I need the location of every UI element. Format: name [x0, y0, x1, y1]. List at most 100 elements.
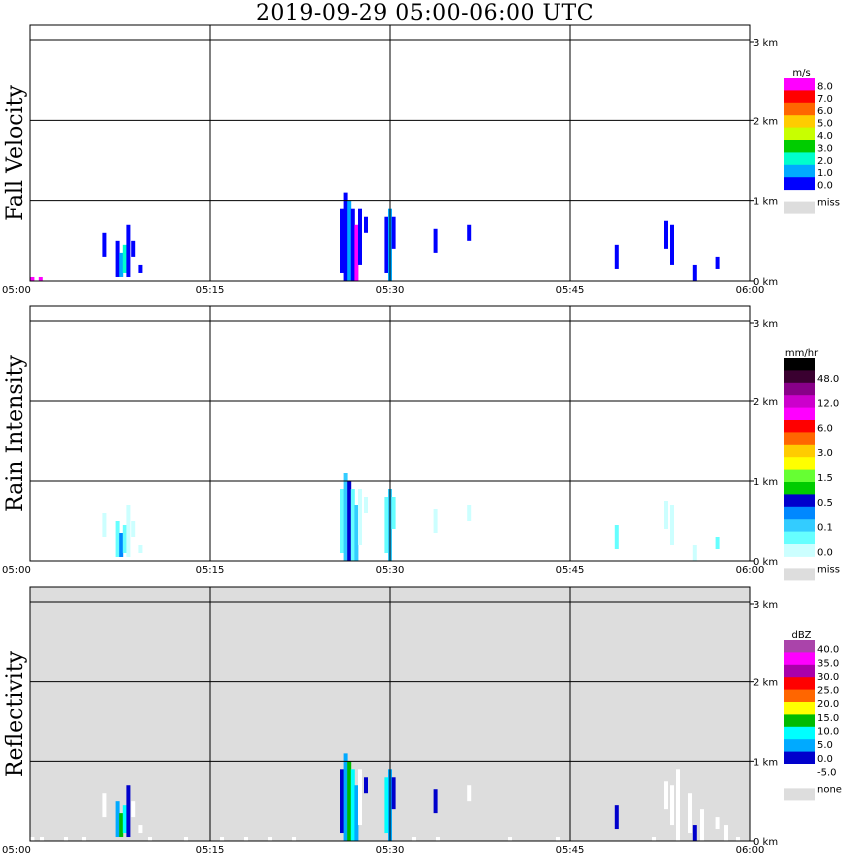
legend-label: 6.0: [817, 423, 833, 434]
echo-mark: [268, 837, 272, 841]
echo-mark: [692, 545, 697, 561]
echo-mark: [433, 228, 438, 253]
panel-ylabel: Rain Intensity: [3, 354, 28, 511]
legend-swatch: [784, 382, 815, 396]
legend-swatch: [784, 407, 815, 421]
echo-mark: [412, 837, 416, 841]
y-tick-label: 0 km: [753, 557, 778, 568]
legend-swatch: [784, 506, 815, 520]
echo-mark: [82, 837, 86, 841]
echo-mark: [122, 244, 127, 273]
plot-frame: [29, 586, 751, 842]
echo-mark: [358, 489, 362, 545]
echo-mark: [384, 216, 389, 273]
echo-mark: [126, 224, 131, 277]
y-tick-label: 0 km: [753, 277, 778, 288]
echo-mark: [115, 240, 120, 277]
echo-mark: [138, 264, 143, 273]
echo-mark: [467, 224, 472, 241]
echo-mark: [138, 545, 143, 553]
legend-swatch: [784, 115, 815, 129]
echo-mark: [64, 837, 68, 841]
echo-mark: [220, 837, 224, 841]
plot-frame: [29, 305, 751, 562]
echo-mark: [664, 220, 668, 249]
echo-mark: [119, 533, 124, 557]
echo-mark: [384, 777, 389, 834]
echo-mark: [350, 769, 355, 841]
echo-mark: [126, 505, 131, 557]
x-tick-label: 05:45: [556, 565, 585, 576]
echo-mark: [354, 505, 359, 561]
echo-mark: [40, 837, 44, 841]
legend-swatch: [784, 78, 815, 91]
legend-swatch: [784, 102, 815, 116]
legend-swatch: [784, 482, 815, 495]
x-tick-label: 06:00: [736, 285, 765, 296]
echo-mark: [350, 208, 355, 281]
plot-frame: [29, 24, 751, 282]
echo-mark: [347, 200, 352, 281]
legend-label: 3.0: [817, 448, 833, 459]
x-tick-label: 05:30: [376, 285, 405, 296]
legend-label: 0.0: [817, 181, 833, 192]
legend-swatch: [784, 702, 815, 715]
echo-mark: [122, 805, 127, 834]
y-tick-label: 2 km: [753, 397, 778, 408]
legend-miss-swatch: [784, 568, 815, 581]
legend-swatch: [784, 432, 815, 446]
echo-mark: [508, 837, 512, 841]
x-tick-label: 05:30: [376, 845, 405, 856]
echo-mark: [138, 825, 143, 834]
legend-swatch: [784, 358, 815, 371]
echo-mark: [340, 769, 344, 834]
legend-label: 20.0: [817, 699, 839, 710]
legend-miss-label: miss: [817, 564, 840, 575]
echo-mark: [131, 240, 136, 257]
echo-mark: [38, 276, 43, 281]
echo-mark: [715, 256, 720, 269]
y-tick-label: 1 km: [753, 757, 778, 768]
x-tick-label: 06:00: [736, 845, 765, 856]
legend-label: 0.5: [817, 498, 833, 509]
echo-mark: [364, 777, 368, 794]
legend-label: 5.0: [817, 740, 833, 751]
y-tick-label: 2 km: [753, 116, 778, 127]
echo-mark: [115, 801, 120, 838]
echo-mark: [433, 509, 438, 533]
echo-mark: [384, 497, 389, 553]
echo-mark: [692, 264, 697, 281]
y-tick-label: 1 km: [753, 197, 778, 208]
echo-mark: [30, 276, 35, 281]
echo-mark: [343, 473, 348, 561]
legend-miss-label: miss: [817, 198, 840, 209]
echo-mark: [614, 525, 619, 549]
echo-mark: [467, 785, 472, 802]
legend-label: -5.0: [817, 767, 837, 778]
echo-mark: [664, 501, 668, 529]
legend-label: 2.0: [817, 156, 833, 167]
echo-mark: [700, 809, 704, 841]
y-tick-label: 1 km: [753, 477, 778, 488]
y-tick-label: 3 km: [753, 600, 778, 611]
x-tick-label: 05:45: [556, 285, 585, 296]
echo-mark: [102, 513, 107, 537]
panel-ylabel: Reflectivity: [3, 650, 28, 777]
echo-mark: [126, 785, 131, 838]
echo-mark: [715, 817, 720, 830]
x-tick-label: 05:30: [376, 565, 405, 576]
echo-mark: [343, 753, 348, 841]
echo-mark: [115, 521, 120, 557]
legend-swatch: [784, 152, 815, 166]
legend-swatch: [784, 739, 815, 753]
legend-label: 0.0: [817, 547, 833, 558]
legend-swatch: [784, 689, 815, 703]
echo-mark: [354, 785, 359, 841]
legend-label: 4.0: [817, 131, 833, 142]
legend-swatch: [784, 640, 815, 653]
echo-mark: [347, 481, 352, 561]
legend-label: 12.0: [817, 399, 839, 410]
echo-mark: [652, 837, 656, 841]
legend-unit: mm/hr: [785, 348, 819, 359]
